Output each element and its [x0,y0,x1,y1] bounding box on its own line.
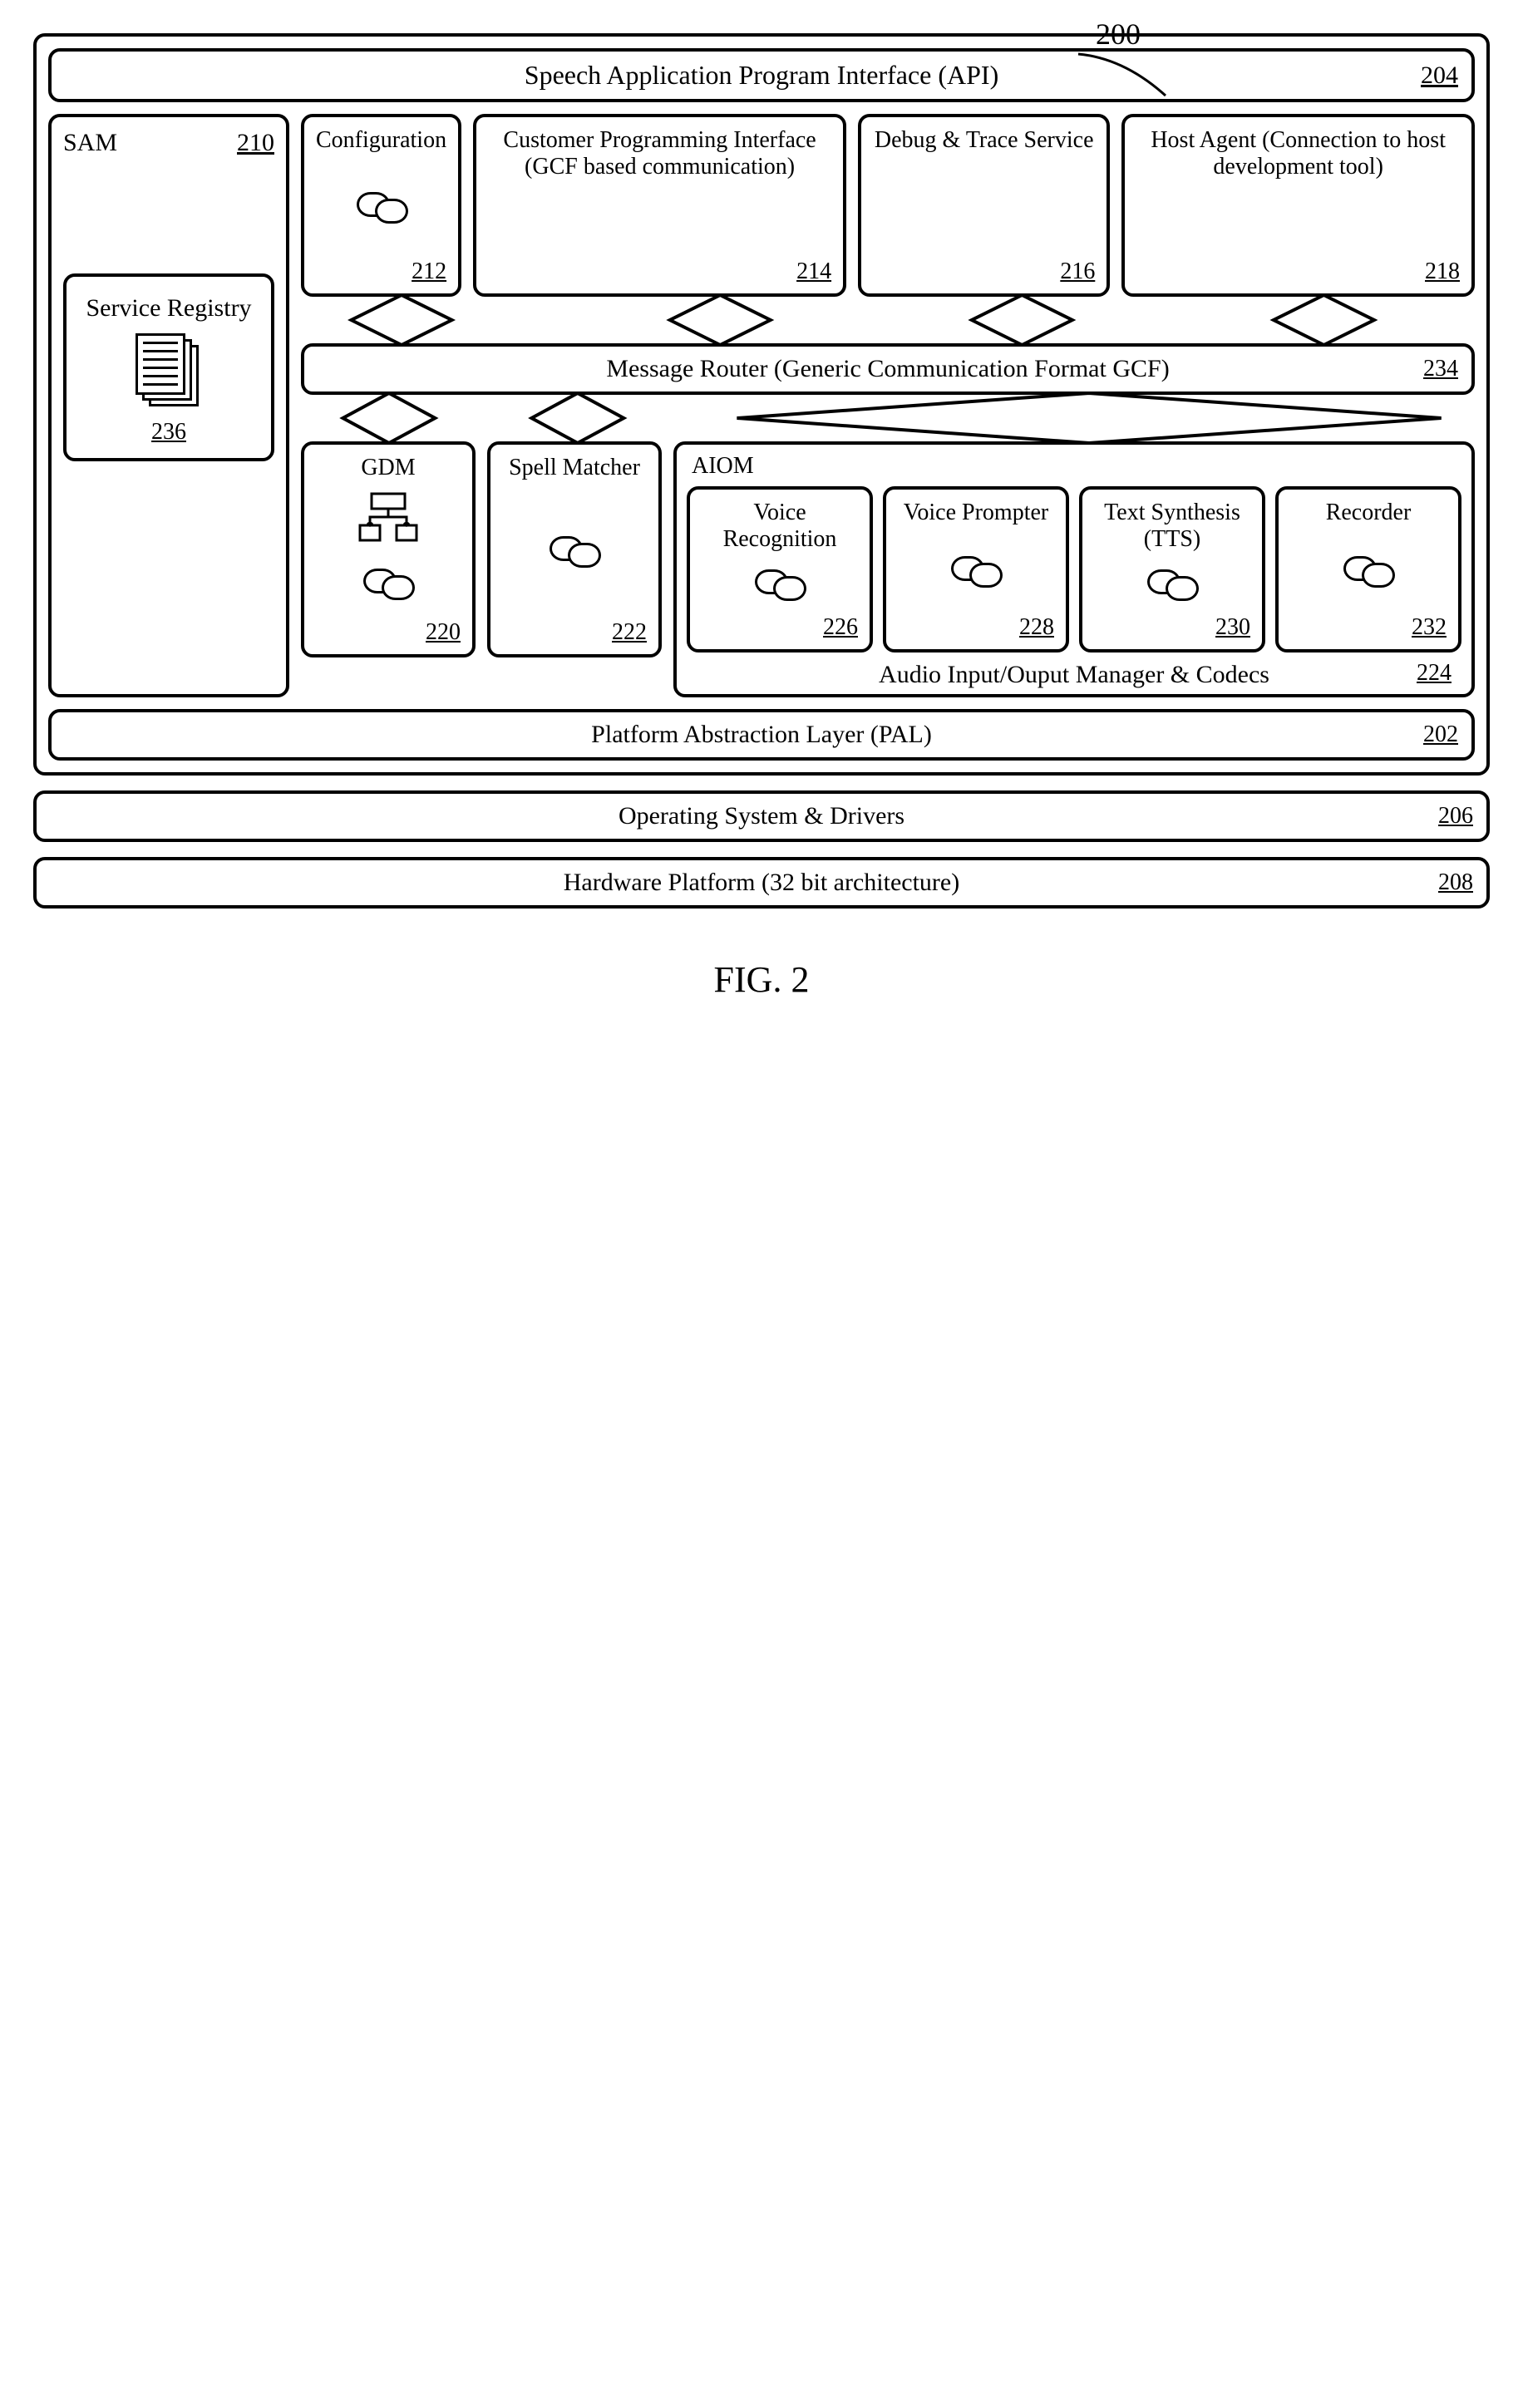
voice-recognition-label: Voice Recognition [702,500,858,553]
recorder-ref: 232 [1412,614,1447,641]
message-router-box: Message Router (Generic Communication Fo… [301,343,1475,395]
aiom-group: AIOM Voice Recognition 226 Voice Prompte… [673,441,1475,697]
tts-ref: 230 [1215,614,1250,641]
os-label: Operating System & Drivers [619,802,904,830]
database-icon [1147,563,1197,599]
voice-prompter-ref: 228 [1019,614,1054,641]
api-ref: 204 [1421,62,1458,90]
pal-ref: 202 [1423,721,1458,748]
cpi-ref: 214 [796,259,831,285]
hw-ref: 208 [1438,869,1473,896]
database-icon [550,529,599,566]
aiom-ref: 224 [1417,660,1452,687]
recorder-box: Recorder 232 [1275,486,1461,652]
sam-label: SAM [63,129,117,157]
hw-layer: Hardware Platform (32 bit architecture) … [33,857,1490,909]
service-registry-ref: 236 [80,418,258,446]
debug-label: Debug & Trace Service [873,127,1095,154]
gdm-ref: 220 [426,619,461,646]
tts-label: Text Synthesis (TTS) [1094,500,1250,553]
cpi-box: Customer Programming Interface (GCF base… [473,114,846,297]
gdm-box: GDM 220 [301,441,476,657]
database-icon [357,185,407,222]
voice-prompter-label: Voice Prompter [898,500,1054,526]
message-router-label: Message Router (Generic Communication Fo… [606,355,1169,382]
spell-matcher-ref: 222 [612,619,647,646]
pal-label: Platform Abstraction Layer (PAL) [591,721,932,748]
os-layer: Operating System & Drivers 206 [33,790,1490,842]
debug-box: Debug & Trace Service 216 [858,114,1110,297]
cpi-label: Customer Programming Interface (GCF base… [488,127,831,180]
hw-label: Hardware Platform (32 bit architecture) [564,869,959,896]
figure-caption: FIG. 2 [33,958,1490,1001]
database-icon [755,563,805,599]
api-layer: Speech Application Program Interface (AP… [48,48,1475,102]
flowchart-icon [355,492,421,545]
spell-matcher-label: Spell Matcher [502,455,647,481]
sam-column: SAM 210 Service Registry 236 [48,114,289,697]
database-icon [951,549,1001,586]
service-registry-label: Service Registry [80,293,258,323]
sam-ref: 210 [237,129,274,157]
arrow-band-top [301,293,1475,347]
aiom-footer-label: Audio Input/Ouput Manager & Codecs [879,661,1269,688]
voice-recognition-box: Voice Recognition 226 [687,486,873,652]
pages-icon [136,333,202,408]
gdm-label: GDM [316,455,461,481]
tts-box: Text Synthesis (TTS) 230 [1079,486,1265,652]
configuration-label: Configuration [316,127,446,154]
api-label: Speech Application Program Interface (AP… [525,60,998,90]
configuration-box: Configuration 212 [301,114,461,297]
configuration-ref: 212 [412,259,446,285]
recorder-label: Recorder [1290,500,1447,526]
spell-matcher-box: Spell Matcher 222 [487,441,662,657]
database-icon [363,562,413,598]
framework-container: Speech Application Program Interface (AP… [33,33,1490,776]
host-agent-box: Host Agent (Connection to host developme… [1121,114,1475,297]
database-icon [1343,549,1393,586]
host-agent-ref: 218 [1425,259,1460,285]
service-registry-box: Service Registry 236 [63,273,274,461]
voice-recognition-ref: 226 [823,614,858,641]
host-agent-label: Host Agent (Connection to host developme… [1136,127,1460,180]
aiom-label: AIOM [692,453,1461,480]
arrow-band-bottom [301,391,1475,445]
architecture-diagram: 200 Speech Application Program Interface… [33,33,1490,1001]
message-router-ref: 234 [1423,356,1458,382]
right-stack: Configuration 212 Customer Programming I… [301,114,1475,697]
debug-ref: 216 [1060,259,1095,285]
pal-layer: Platform Abstraction Layer (PAL) 202 [48,709,1475,761]
voice-prompter-box: Voice Prompter 228 [883,486,1069,652]
os-ref: 206 [1438,803,1473,830]
